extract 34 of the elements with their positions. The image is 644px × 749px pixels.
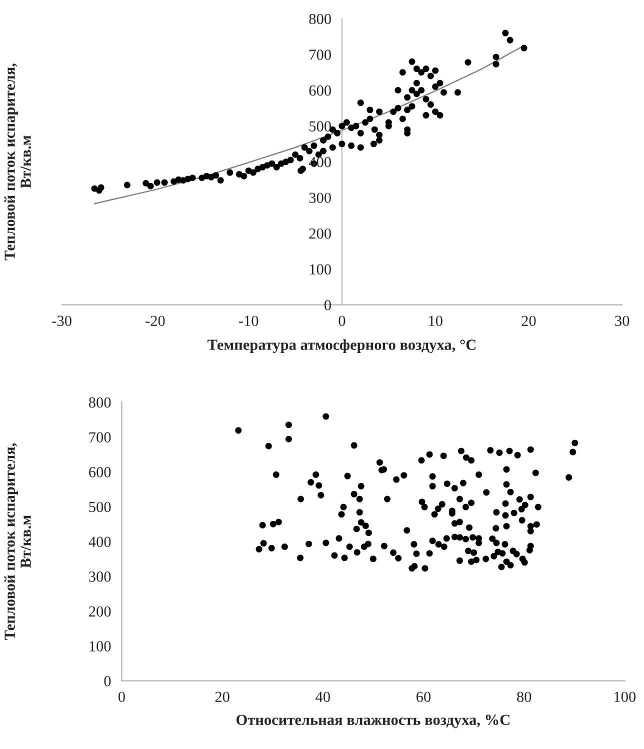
- x-tick-label: 0: [118, 692, 125, 702]
- x-tick-label: 30: [615, 316, 630, 326]
- y-tick-label: 100: [90, 641, 111, 652]
- y-tick-label: 300: [309, 192, 331, 203]
- y-tick-label: 600: [309, 85, 331, 96]
- x-axis-title: Относительная влажность воздуха, %С: [236, 714, 510, 728]
- y-tick-label: 0: [104, 676, 111, 686]
- x-tick-label: -30: [52, 316, 72, 326]
- y-tick-label: 400: [88, 536, 111, 547]
- x-tick-label: 100: [614, 692, 636, 702]
- y-tick-label: 700: [310, 50, 331, 60]
- x-tick-label: 80: [517, 692, 532, 702]
- y-tick-label: 100: [310, 264, 331, 275]
- y-axis-title: Тепловой поток испарителя, Вт/кв.м: [4, 64, 31, 260]
- y-tick-label: 200: [89, 606, 111, 617]
- x-tick-label: -20: [146, 316, 165, 326]
- y-tick-label: 0: [324, 300, 331, 310]
- x-tick-label: 60: [416, 692, 431, 702]
- x-tick-label: 20: [522, 316, 536, 326]
- y-tick-label: 300: [89, 571, 111, 582]
- y-tick-label: 500: [310, 121, 331, 132]
- y-tick-label: 700: [89, 432, 111, 442]
- x-tick-label: 40: [316, 692, 330, 702]
- y-tick-label: 800: [88, 397, 111, 408]
- y-tick-label: 200: [309, 228, 331, 239]
- x-tick-label: 0: [338, 316, 346, 326]
- y-tick-label: 500: [89, 502, 111, 512]
- y-tick-label: 600: [89, 467, 111, 478]
- x-tick-label: 20: [215, 692, 230, 702]
- x-tick-label: 10: [429, 316, 442, 326]
- x-tick-label: -10: [238, 316, 258, 326]
- y-tick-label: 800: [309, 14, 331, 24]
- x-axis-title: Температура атмосферного воздуха, °С: [208, 339, 476, 354]
- y-axis-title: Тепловой поток испарителя, Вт/кв.м: [4, 443, 31, 640]
